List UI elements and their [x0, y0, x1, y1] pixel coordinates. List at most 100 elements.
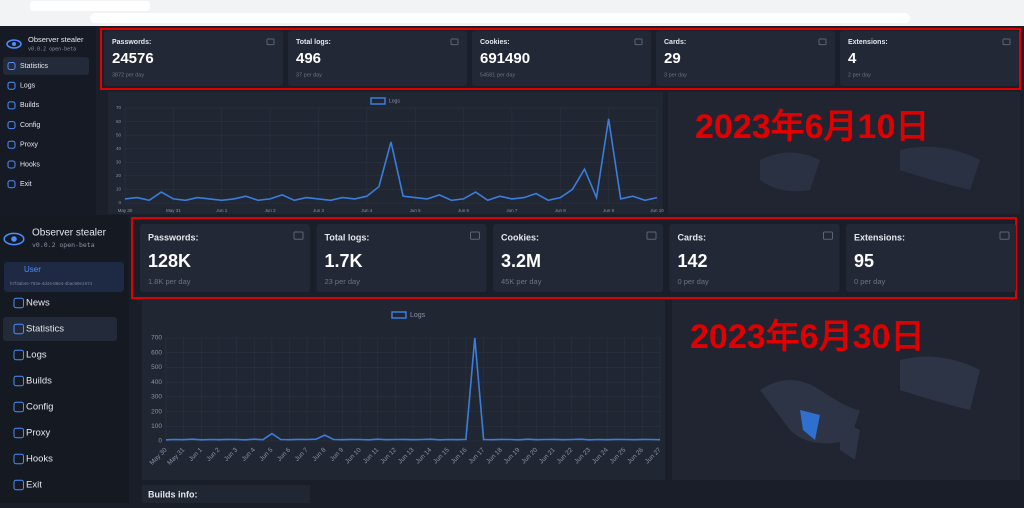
x-tick-label: May 30: [118, 208, 133, 213]
menu-item[interactable]: Exit: [26, 480, 42, 491]
user-box[interactable]: [4, 262, 124, 292]
stat-card: [288, 31, 467, 86]
legend-swatch: [370, 97, 386, 105]
card-label: Cards:: [664, 39, 686, 46]
x-tick-label: Jun 6: [458, 208, 470, 213]
date-stamp: 2023年6月10日: [695, 108, 929, 146]
x-tick-label: Jun 1: [216, 208, 228, 213]
menu-item[interactable]: News: [26, 298, 50, 309]
menu-item[interactable]: Proxy: [26, 428, 51, 439]
legend-label: Logs: [410, 312, 426, 319]
menu-item[interactable]: Hooks: [26, 454, 53, 465]
y-tick-label: 600: [151, 349, 162, 356]
y-tick-label: 500: [151, 364, 162, 371]
y-tick-label: 20: [116, 173, 122, 178]
card-sub: 0 per day: [854, 277, 886, 286]
menu-icon: [13, 401, 24, 413]
card-label: Cookies:: [501, 232, 539, 242]
logo: [6, 39, 22, 49]
bottom-sidebar: [0, 215, 129, 503]
card-label: Passwords:: [148, 232, 199, 242]
menu-icon: [13, 375, 24, 387]
top-chart-panel: [108, 92, 663, 214]
stat-card: [104, 31, 283, 86]
card-label: Total logs:: [296, 39, 331, 46]
logo: [11, 236, 17, 242]
card-value: 95: [854, 251, 874, 271]
card-icon: [999, 231, 1010, 240]
card-value: 24576: [112, 50, 154, 67]
y-tick-label: 70: [116, 105, 122, 110]
card-sub: 3 per day: [664, 72, 687, 78]
stat-card: [840, 31, 1019, 86]
card-sub: 54581 per day: [480, 72, 515, 78]
menu-icon: [13, 349, 24, 361]
stat-card: [669, 224, 840, 292]
card-icon: [823, 231, 833, 240]
card-icon: [450, 38, 459, 46]
menu-item[interactable]: Builds: [20, 102, 40, 109]
menu-item[interactable]: Exit: [20, 181, 32, 188]
stat-card: [493, 224, 663, 292]
logo: [12, 42, 16, 46]
x-tick-label: Jun 5: [410, 208, 422, 213]
x-tick-label: May 31: [166, 208, 181, 213]
menu-item[interactable]: Logs: [20, 83, 36, 90]
card-value: 128K: [148, 251, 191, 271]
menu-item[interactable]: Builds: [26, 376, 52, 387]
menu-icon: [13, 297, 24, 309]
y-tick-label: 30: [116, 159, 122, 164]
card-sub: 23 per day: [325, 277, 361, 286]
menu-item[interactable]: Hooks: [20, 161, 40, 168]
card-sub: 3872 per day: [112, 72, 144, 78]
menu-active: [3, 317, 117, 341]
menu-item[interactable]: Statistics: [26, 324, 64, 335]
card-value: 691490: [480, 50, 530, 67]
card-value: 1.7K: [325, 251, 363, 271]
card-sub: 37 per day: [296, 72, 322, 78]
card-sub: 1.8K per day: [148, 277, 191, 286]
card-label: Cookies:: [480, 39, 510, 46]
menu-active: [3, 57, 89, 75]
y-tick-label: 60: [116, 119, 122, 124]
menu-item[interactable]: Logs: [26, 350, 47, 361]
bottom-chart-panel: [142, 300, 665, 480]
card-label: Extensions:: [854, 232, 905, 242]
logo: [3, 232, 25, 246]
menu-icon: [7, 121, 16, 130]
card-icon: [1002, 38, 1011, 46]
version: v0.0.2 open-beta: [28, 47, 76, 53]
builds-title: Builds info:: [148, 489, 198, 499]
card-value: 29: [664, 50, 681, 67]
menu-icon: [13, 479, 24, 491]
browser-tab[interactable]: [30, 1, 150, 11]
menu-icon: [7, 101, 16, 110]
brand: Observer stealer: [28, 35, 84, 44]
menu-item[interactable]: Statistics: [20, 63, 49, 70]
menu-item[interactable]: Config: [26, 402, 53, 413]
menu-item[interactable]: Config: [20, 122, 40, 129]
card-icon: [818, 38, 827, 46]
menu-item[interactable]: Proxy: [20, 142, 38, 149]
card-icon: [634, 38, 643, 46]
card-label: Total logs:: [325, 232, 370, 242]
line: [124, 118, 658, 202]
card-value: 3.2M: [501, 251, 541, 271]
x-tick-label: Jun 7: [506, 208, 518, 213]
brand: Observer stealer: [32, 228, 107, 239]
menu-icon: [7, 160, 16, 169]
menu-icon: [13, 323, 24, 335]
x-tick-label: Jun 10: [650, 208, 664, 213]
address-bar[interactable]: [90, 13, 910, 23]
card-sub: 2 per day: [848, 72, 871, 78]
x-tick-label: Jun 2: [265, 208, 277, 213]
menu-icon: [7, 81, 16, 90]
y-tick-label: 10: [116, 187, 122, 192]
version: v0.0.2 open-beta: [32, 241, 95, 249]
x-tick-label: Jun 4: [361, 208, 373, 213]
menu-icon: [7, 140, 16, 149]
stat-card: [140, 224, 310, 292]
stat-card: [656, 31, 835, 86]
card-label: Passwords:: [112, 39, 151, 46]
